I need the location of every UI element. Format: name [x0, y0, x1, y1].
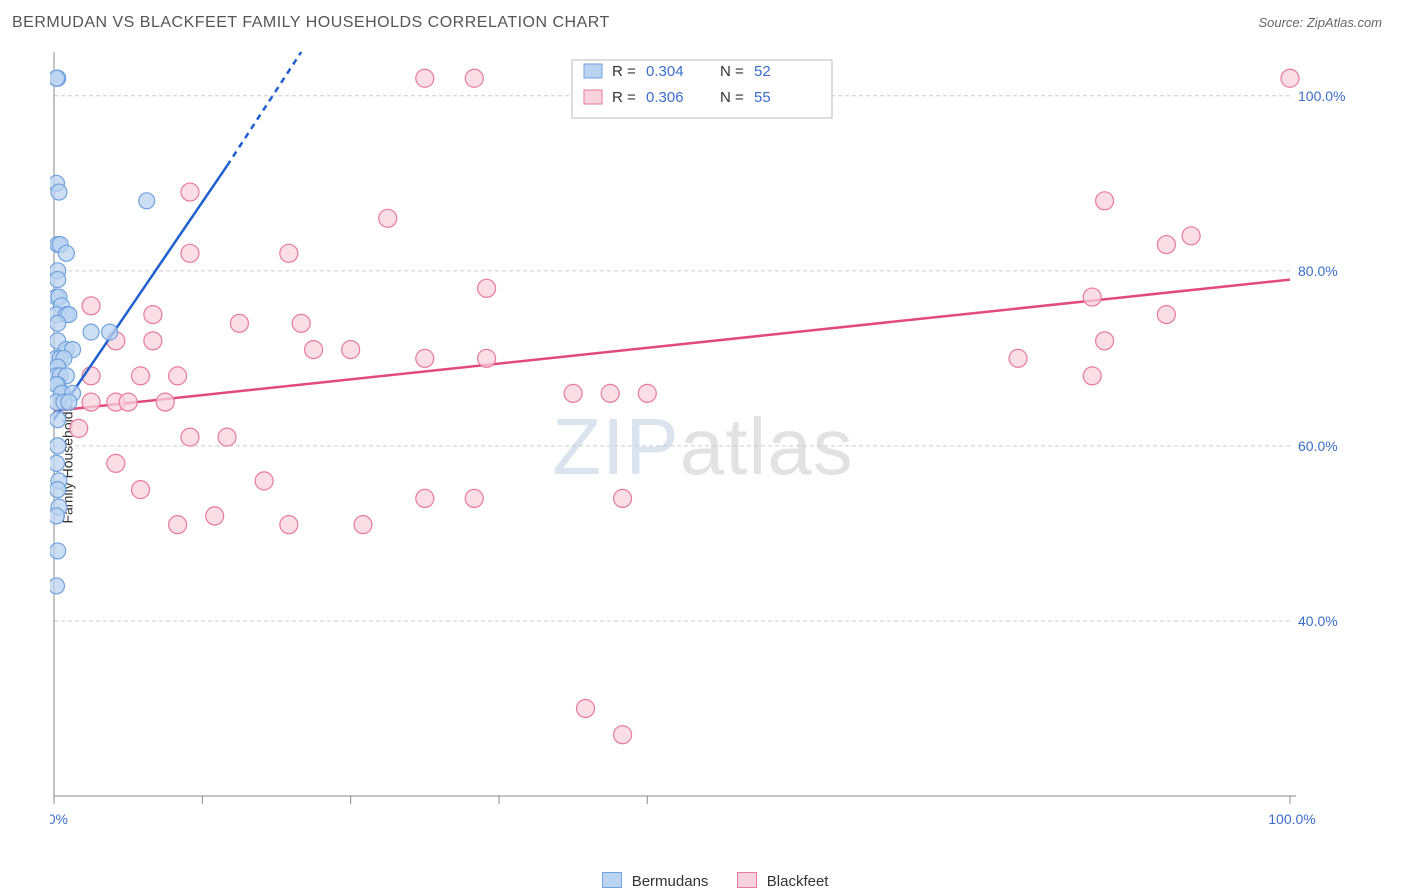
data-point	[61, 394, 77, 410]
data-point	[379, 209, 397, 227]
data-point	[478, 279, 496, 297]
data-point	[1157, 236, 1175, 254]
data-point	[50, 578, 64, 594]
data-point	[132, 367, 150, 385]
data-point	[416, 69, 434, 87]
data-point	[83, 324, 99, 340]
stats-n-label: N =	[720, 89, 744, 106]
trend-line-dash	[227, 52, 301, 166]
data-point	[58, 245, 74, 261]
data-point	[218, 428, 236, 446]
data-point	[614, 489, 632, 507]
data-point	[614, 726, 632, 744]
data-point	[305, 341, 323, 359]
data-point	[1083, 288, 1101, 306]
source-attribution: Source: ZipAtlas.com	[1258, 15, 1382, 30]
data-point	[292, 314, 310, 332]
data-point	[107, 454, 125, 472]
stats-swatch	[584, 64, 602, 78]
data-point	[50, 543, 66, 559]
data-point	[416, 489, 434, 507]
data-point	[51, 184, 67, 200]
data-point	[1157, 306, 1175, 324]
legend-swatch-bermudans	[602, 872, 622, 888]
data-point	[280, 516, 298, 534]
data-point	[50, 455, 64, 471]
stats-r-value: 0.306	[646, 89, 684, 106]
data-point	[564, 384, 582, 402]
data-point	[156, 393, 174, 411]
data-point	[139, 193, 155, 209]
data-point	[416, 349, 434, 367]
data-point	[50, 412, 66, 428]
scatter-plot: 40.0% 60.0% 80.0% 100.0% 0.0% 100.0% R = 0.304 N…	[50, 48, 1390, 876]
data-point	[465, 69, 483, 87]
data-point	[181, 183, 199, 201]
data-point	[50, 438, 66, 454]
y-tick-label: 100.0%	[1298, 88, 1345, 104]
plot-container: Family Households 40.0%60.0%80.0%100.0%0…	[0, 38, 1406, 890]
data-point	[280, 244, 298, 262]
legend-swatch-blackfeet	[737, 872, 757, 888]
stats-r-label: R =	[612, 63, 636, 80]
data-point	[342, 341, 360, 359]
data-point	[169, 367, 187, 385]
legend-label-bermudans: Bermudans	[632, 873, 709, 890]
data-point	[181, 244, 199, 262]
data-point	[206, 507, 224, 525]
y-tick-label: 40.0%	[1298, 613, 1338, 629]
data-point	[1281, 69, 1299, 87]
data-point	[601, 384, 619, 402]
data-point	[638, 384, 656, 402]
data-point	[132, 481, 150, 499]
data-point	[478, 349, 496, 367]
stats-n-value: 55	[754, 89, 771, 106]
data-point	[354, 516, 372, 534]
y-tick-label: 60.0%	[1298, 438, 1338, 454]
data-point	[119, 393, 137, 411]
data-point	[465, 489, 483, 507]
data-point	[50, 482, 66, 498]
data-point	[181, 428, 199, 446]
legend-label-blackfeet: Blackfeet	[767, 873, 829, 890]
x-tick-label: 100.0%	[1268, 811, 1315, 827]
x-tick-label: 0.0%	[50, 811, 68, 827]
data-point	[230, 314, 248, 332]
data-point	[144, 332, 162, 350]
data-point	[1182, 227, 1200, 245]
data-point	[1096, 192, 1114, 210]
y-tick-label: 80.0%	[1298, 263, 1338, 279]
stats-n-label: N =	[720, 63, 744, 80]
data-point	[169, 516, 187, 534]
data-point	[82, 297, 100, 315]
bottom-legend: Bermudans Blackfeet	[0, 872, 1406, 890]
data-point	[102, 324, 118, 340]
data-point	[1083, 367, 1101, 385]
data-point	[144, 306, 162, 324]
stats-swatch	[584, 90, 602, 104]
data-point	[255, 472, 273, 490]
data-point	[50, 315, 66, 331]
data-point	[82, 393, 100, 411]
stats-n-value: 52	[754, 63, 771, 80]
data-point	[576, 699, 594, 717]
data-point	[50, 272, 66, 288]
stats-r-label: R =	[612, 89, 636, 106]
data-point	[50, 70, 64, 86]
data-point	[50, 508, 64, 524]
stats-box	[572, 60, 832, 118]
stats-r-value: 0.304	[646, 63, 684, 80]
data-point	[1096, 332, 1114, 350]
chart-title: BERMUDAN VS BLACKFEET FAMILY HOUSEHOLDS …	[12, 14, 610, 32]
data-point	[1009, 349, 1027, 367]
data-point	[70, 419, 88, 437]
